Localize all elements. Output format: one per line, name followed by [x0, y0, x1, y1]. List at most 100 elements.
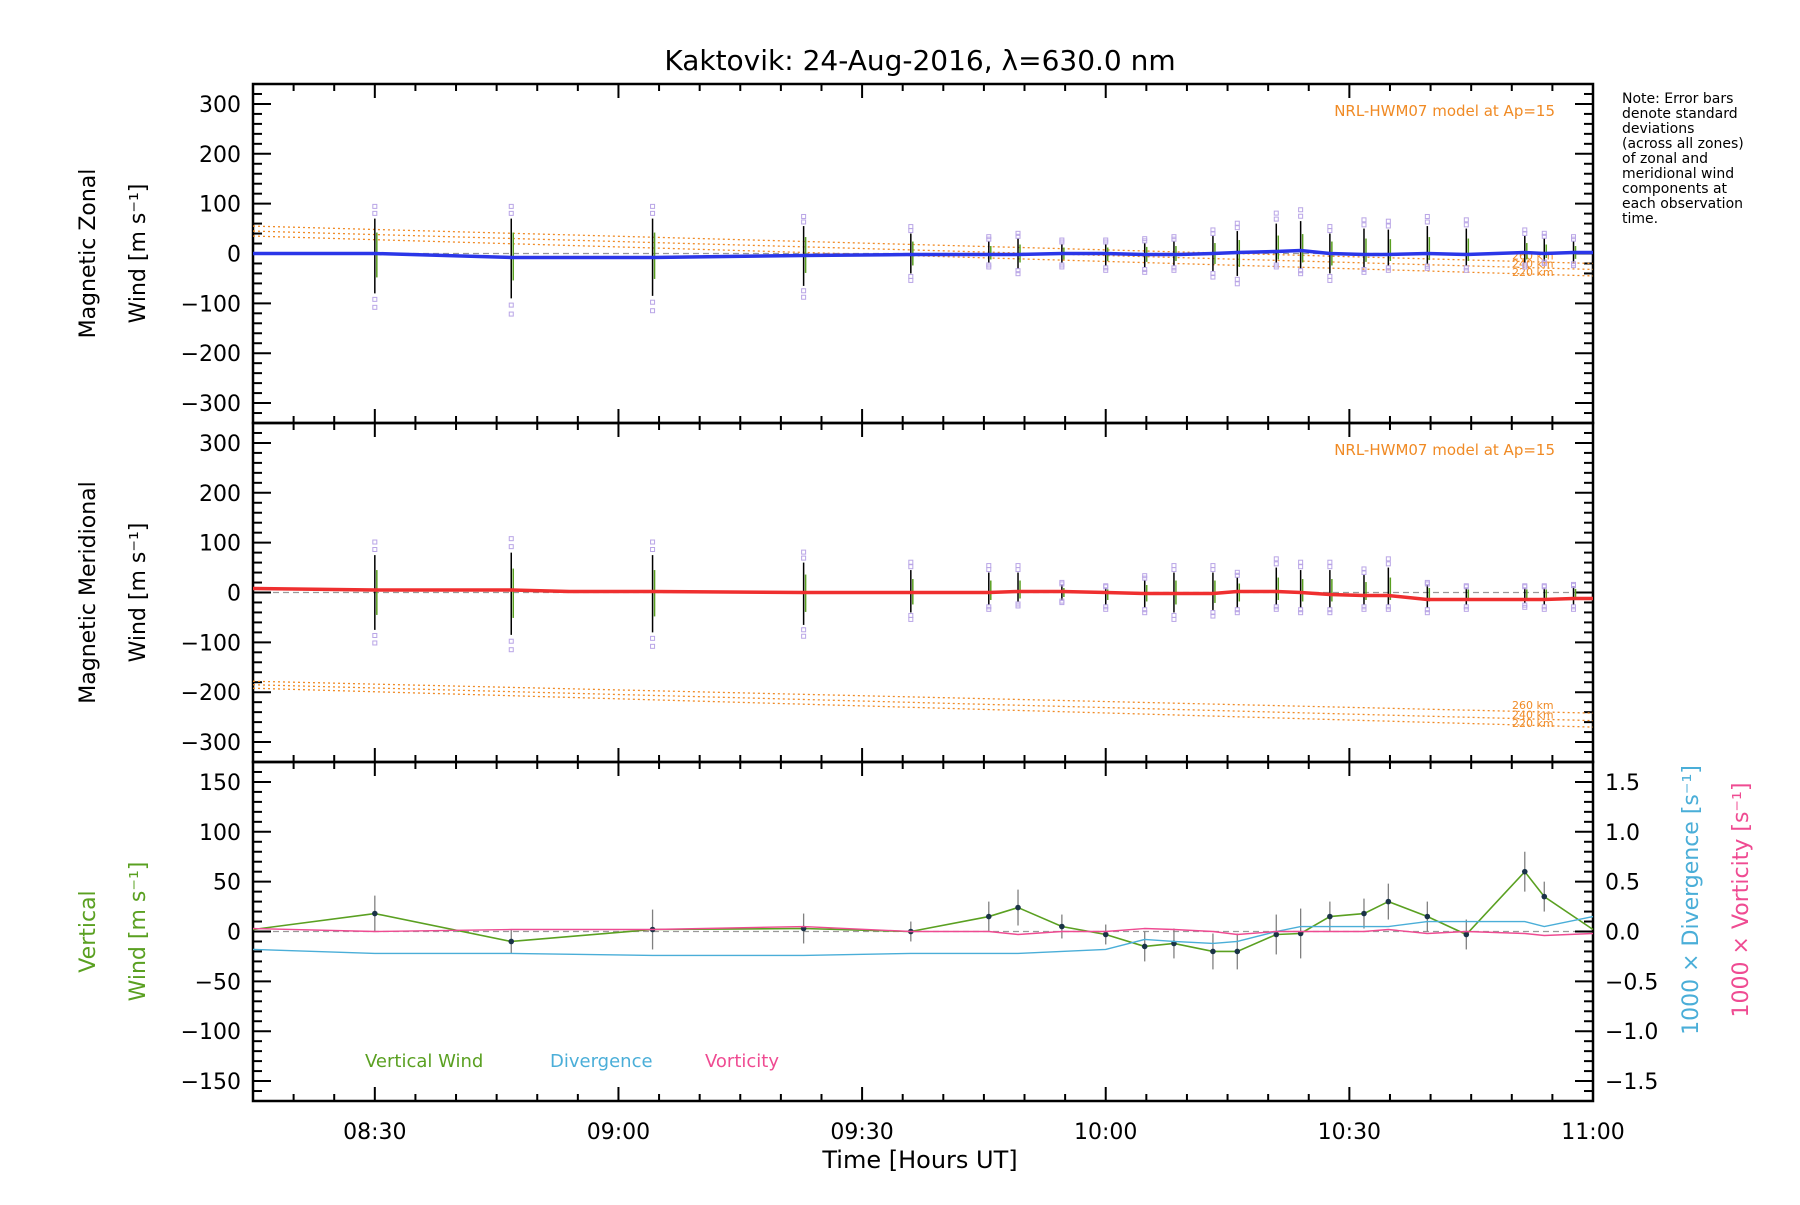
y-tick-label: 0: [227, 921, 241, 946]
chart-panels: 300 200 100 0 −100 −200 −300 Magnetic Zonal Wind…: [76, 82, 1754, 1145]
zone-point: [1015, 268, 1021, 274]
y-tick-label: 100: [199, 821, 241, 846]
data-point: [1541, 893, 1548, 900]
y-tick-label: −200: [181, 342, 241, 367]
zone-point: [1424, 265, 1430, 271]
data-point: [1273, 931, 1280, 938]
zone-point: [1015, 271, 1021, 277]
zone-point: [1463, 606, 1469, 612]
zone-point: [1210, 563, 1216, 569]
zone-point: [650, 547, 656, 553]
panel-meridional: 300 200 100 0 −100 −200 −300 Magnetic Meridiona…: [76, 421, 1595, 764]
y-tick-label: 300: [199, 93, 241, 118]
zone-point: [1234, 572, 1240, 578]
series-line: [252, 586, 1593, 602]
zone-point: [1385, 606, 1391, 612]
zone-point: [1273, 210, 1279, 216]
data-point: [1141, 943, 1148, 950]
data-point: [1463, 931, 1470, 938]
legend-item: Divergence: [550, 1051, 653, 1072]
y-axis-label: Wind [m s⁻¹]: [126, 862, 151, 1002]
data-point: [372, 910, 378, 917]
zone-point: [1571, 581, 1577, 587]
zone-point: [1522, 583, 1528, 589]
zone-point: [650, 643, 656, 649]
y-tick-label: 200: [199, 143, 241, 168]
zone-point: [1059, 579, 1065, 585]
zone-point: [1385, 223, 1391, 229]
zone-point: [1234, 610, 1240, 616]
zone-point: [1522, 264, 1528, 270]
model-label: NRL-HWM07 model at Ap=15: [1334, 102, 1555, 120]
zone-point: [1142, 267, 1148, 273]
zone-point: [1273, 216, 1279, 222]
zone-point: [1171, 234, 1177, 240]
zone-point: [1541, 230, 1547, 236]
y-tick-label: 0: [227, 582, 241, 607]
zone-point: [1015, 230, 1021, 236]
zone-point: [801, 555, 807, 561]
zone-point: [1103, 237, 1109, 243]
model-curve: [252, 225, 1594, 265]
zone-point: [372, 203, 378, 209]
note-line: meridional wind: [1622, 166, 1735, 182]
x-tick-label: 11:00: [1561, 1120, 1624, 1145]
zone-point: [1015, 563, 1021, 569]
panel-vertical: 08:30 09:00 09:30 10:00 10:30 11:00 150 100 50 0 −…: [76, 760, 1754, 1145]
zone-point: [1273, 561, 1279, 567]
zone-point: [801, 633, 807, 639]
y2-axis-label: 1000 × Divergence [s⁻¹]: [1679, 765, 1704, 1035]
zone-point: [1327, 564, 1333, 570]
note-line: each observation: [1622, 196, 1744, 212]
model-label: NRL-HWM07 model at Ap=15: [1334, 441, 1555, 459]
series-line: [252, 925, 1594, 937]
altitude-label: 220 km: [1512, 266, 1554, 279]
panel-zonal: 300 200 100 0 −100 −200 −300 Magnetic Zonal Wind…: [76, 82, 1595, 425]
series-line: [253, 248, 1593, 260]
zone-point: [1171, 563, 1177, 569]
note-line: of zonal and: [1622, 151, 1708, 167]
zone-point: [1210, 274, 1216, 280]
zone-point: [650, 203, 656, 209]
zone-point: [1234, 281, 1240, 287]
zone-point: [508, 203, 514, 209]
zone-point: [1059, 600, 1065, 606]
zone-point: [1298, 610, 1304, 616]
y-axis-label: Wind [m s⁻¹]: [126, 523, 151, 663]
data-point: [1385, 898, 1392, 905]
zone-point: [1385, 218, 1391, 224]
zone-point: [1361, 606, 1367, 612]
legend-item: Vorticity: [705, 1051, 779, 1072]
zone-point: [801, 219, 807, 225]
data-point: [1015, 904, 1021, 911]
note-line: denote standard: [1622, 106, 1738, 122]
zone-point: [1463, 583, 1469, 589]
altitude-label: 260 km: [1512, 699, 1554, 712]
zone-point: [650, 308, 656, 314]
zone-point: [908, 228, 914, 234]
zone-point: [1015, 233, 1021, 239]
zone-point: [1298, 213, 1304, 219]
zone-point: [372, 304, 378, 310]
y-tick-label: 50: [213, 871, 241, 896]
data-point: [985, 913, 992, 920]
zone-point: [1327, 559, 1333, 565]
y-tick-label: 200: [199, 482, 241, 507]
zone-point: [1171, 616, 1177, 622]
data-point: [1210, 948, 1216, 955]
zone-point: [1361, 269, 1367, 275]
zone-point: [1234, 225, 1240, 231]
altitude-label: 240 km: [1512, 709, 1554, 722]
y2-axis-label: 1000 × Vorticity [s⁻¹]: [1729, 783, 1754, 1018]
zone-point: [1327, 277, 1333, 283]
zone-point: [1522, 230, 1528, 236]
zone-point: [1273, 264, 1279, 270]
zone-point: [1361, 217, 1367, 223]
zone-point: [372, 547, 378, 553]
y-tick-label: 100: [199, 532, 241, 557]
zone-point: [1234, 220, 1240, 226]
zone-point: [801, 294, 807, 300]
zone-point: [1059, 237, 1065, 243]
